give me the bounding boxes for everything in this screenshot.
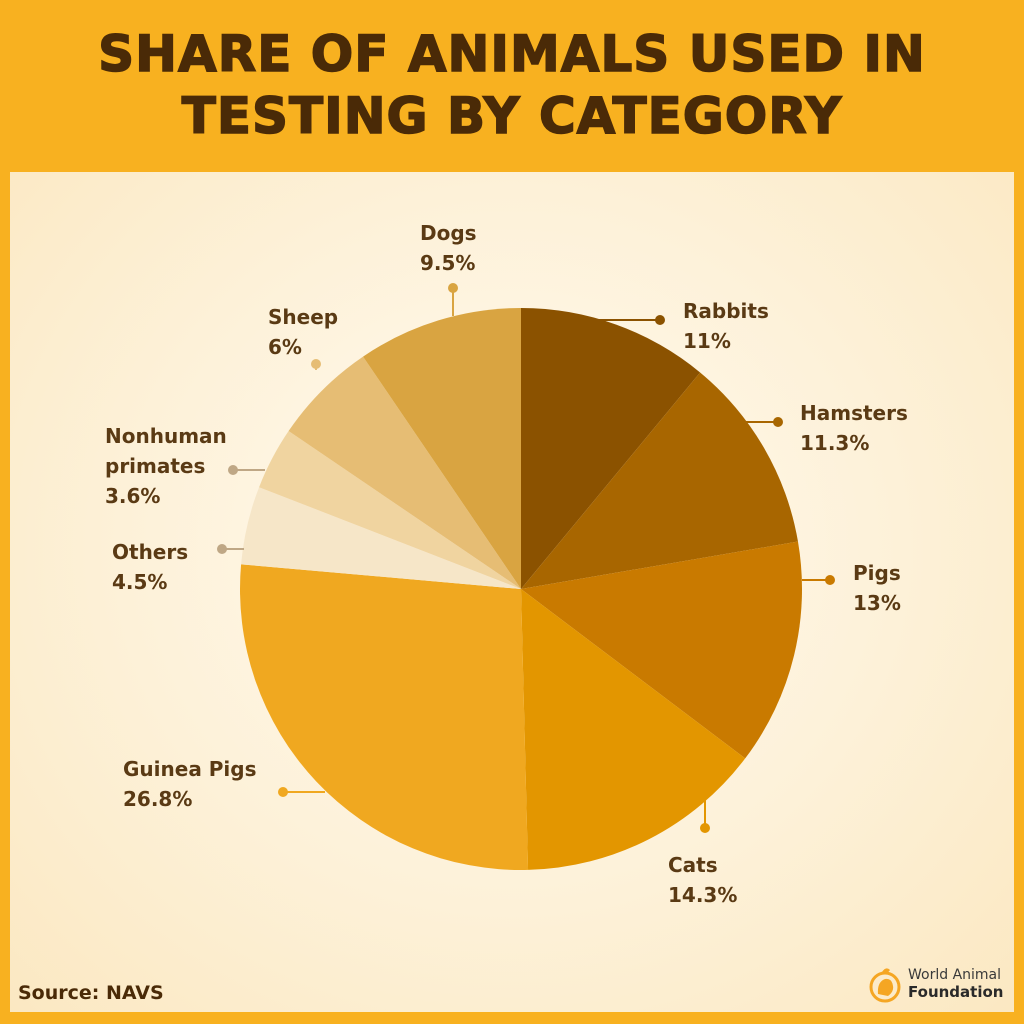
source-note: Source: NAVS xyxy=(18,982,164,1004)
leader-dot-pigs xyxy=(825,575,835,585)
chart-title-line-1: SHARE OF ANIMALS USED IN xyxy=(97,24,926,84)
slice-label-dogs: Dogs 9.5% xyxy=(420,221,477,275)
leader-dot-others xyxy=(217,544,227,554)
animal-foundation-logo-icon xyxy=(869,968,901,1003)
chart-title-line-2: TESTING BY CATEGORY xyxy=(181,86,843,146)
title-banner: SHARE OF ANIMALS USED IN TESTING BY CATE… xyxy=(0,0,1024,170)
pie-slice-pigs xyxy=(521,541,802,759)
slice-labels: Rabbits 11% Hamsters 11.3% Pigs 13% Cats 14.3% G… xyxy=(105,221,908,907)
logo-text-line-2: Foundation xyxy=(908,983,1004,1001)
leader-dot-rabbits xyxy=(655,315,665,325)
leader-dot-cats xyxy=(700,823,710,833)
slice-label-sheep: Sheep 6% xyxy=(268,305,338,359)
pie-slice-nonhuman-primates xyxy=(259,431,521,589)
leader-lines xyxy=(217,283,835,833)
pie-slice-hamsters xyxy=(521,372,798,589)
world-animal-foundation-logo: World Animal Foundation xyxy=(868,964,1003,1004)
leader-dot-dogs xyxy=(448,283,458,293)
pie-slice-guinea-pigs xyxy=(240,564,529,870)
slice-label-cats: Cats 14.3% xyxy=(668,853,737,907)
slice-label-rabbits: Rabbits 11% xyxy=(683,299,769,353)
pie-slice-sheep xyxy=(288,356,521,589)
logo-text-line-1: World Animal xyxy=(908,967,1002,983)
pie-slice-dogs xyxy=(363,308,521,589)
pie-slice-cats xyxy=(521,589,746,870)
leader-dot-hamsters xyxy=(773,417,783,427)
pie-slice-rabbits xyxy=(521,308,701,589)
leader-dot-nonhuman-primates xyxy=(228,465,238,475)
pie-slice-others xyxy=(241,487,521,589)
pie-slices xyxy=(240,308,802,870)
slice-label-pigs: Pigs 13% xyxy=(853,561,901,615)
slice-label-others: Others 4.5% xyxy=(112,540,188,594)
slice-label-nonhuman-primates: Nonhuman primates 3.6% xyxy=(105,424,227,508)
leader-dot-sheep xyxy=(311,359,321,369)
leader-dot-guinea-pigs xyxy=(278,787,288,797)
slice-label-hamsters: Hamsters 11.3% xyxy=(800,401,908,455)
slice-label-guinea-pigs: Guinea Pigs 26.8% xyxy=(123,757,257,811)
